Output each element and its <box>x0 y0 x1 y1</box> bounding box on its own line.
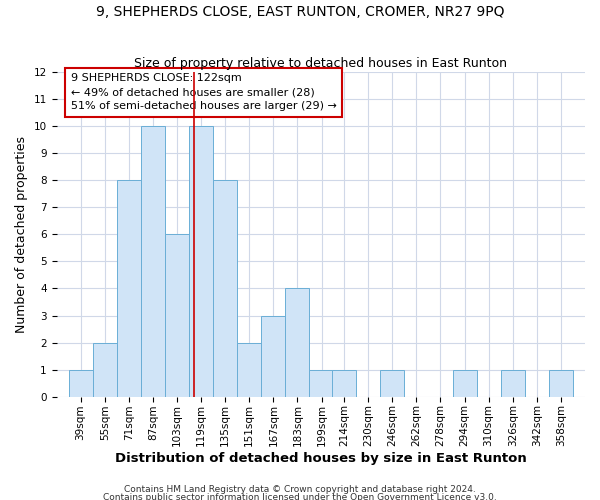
Y-axis label: Number of detached properties: Number of detached properties <box>15 136 28 333</box>
Text: Contains HM Land Registry data © Crown copyright and database right 2024.: Contains HM Land Registry data © Crown c… <box>124 486 476 494</box>
Bar <box>237 342 261 396</box>
Bar <box>68 370 92 396</box>
Bar <box>213 180 237 396</box>
Bar <box>165 234 189 396</box>
Bar <box>310 370 334 396</box>
Bar <box>286 288 310 397</box>
Bar <box>189 126 213 396</box>
Bar <box>332 370 356 396</box>
Bar <box>261 316 286 396</box>
Bar <box>92 342 117 396</box>
Text: 9, SHEPHERDS CLOSE, EAST RUNTON, CROMER, NR27 9PQ: 9, SHEPHERDS CLOSE, EAST RUNTON, CROMER,… <box>96 5 504 19</box>
Bar <box>549 370 573 396</box>
Text: Contains public sector information licensed under the Open Government Licence v3: Contains public sector information licen… <box>103 492 497 500</box>
Title: Size of property relative to detached houses in East Runton: Size of property relative to detached ho… <box>134 56 507 70</box>
Bar <box>380 370 404 396</box>
Bar <box>117 180 141 396</box>
X-axis label: Distribution of detached houses by size in East Runton: Distribution of detached houses by size … <box>115 452 527 465</box>
Bar <box>141 126 165 396</box>
Bar <box>500 370 525 396</box>
Text: 9 SHEPHERDS CLOSE: 122sqm
← 49% of detached houses are smaller (28)
51% of semi-: 9 SHEPHERDS CLOSE: 122sqm ← 49% of detac… <box>71 74 337 112</box>
Bar <box>452 370 476 396</box>
